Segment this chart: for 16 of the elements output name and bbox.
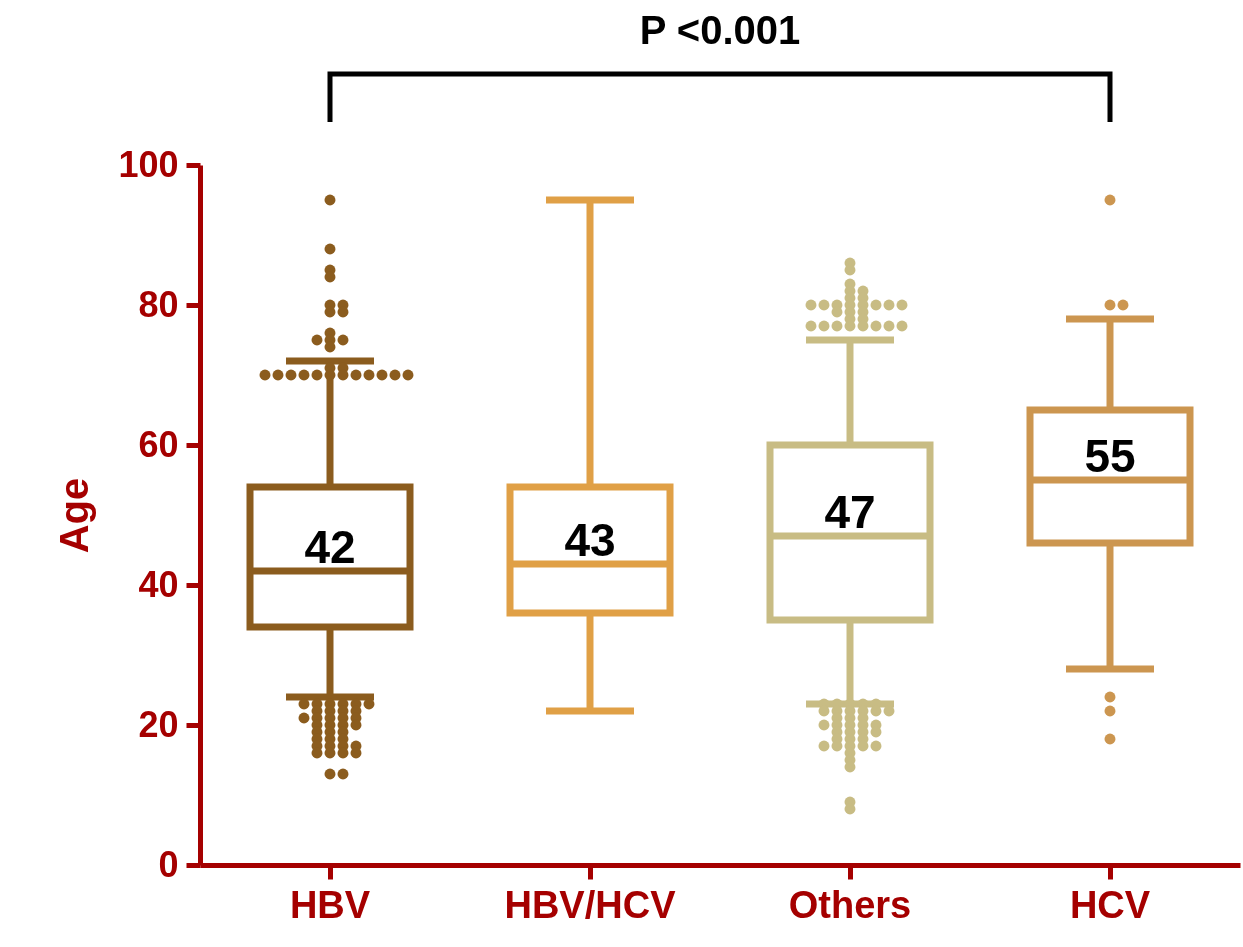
y-tick-label: 60	[138, 423, 179, 465]
annotation: 55	[1084, 430, 1136, 482]
annotation: 47	[824, 486, 876, 538]
y-axis-title: Age	[52, 477, 97, 554]
y-tick-label: 0	[158, 843, 179, 885]
y-tick-label: 40	[138, 563, 179, 605]
x-tick-label: HBV/HCV	[504, 883, 677, 926]
text: P <0.001	[638, 8, 802, 53]
y-tick-label: 80	[138, 283, 179, 325]
x-tick-label: HCV	[1069, 883, 1151, 926]
y-tick-label: 20	[138, 703, 179, 745]
x-tick-label: Others	[788, 883, 912, 926]
annotation: 42	[304, 521, 356, 573]
annotation: 43	[564, 514, 616, 566]
y-tick-label: 100	[118, 143, 179, 185]
x-tick-label: HBV	[289, 883, 371, 926]
